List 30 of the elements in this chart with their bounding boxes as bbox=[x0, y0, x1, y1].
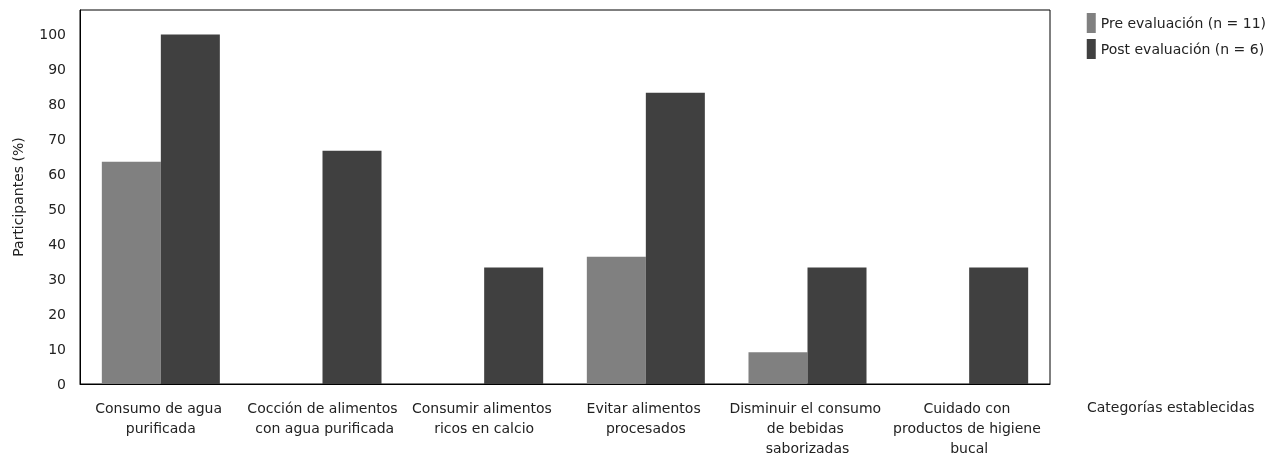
bar bbox=[101, 161, 161, 384]
y-axis-title: Participantes (%) bbox=[10, 137, 26, 257]
y-tick-label: 0 bbox=[57, 376, 66, 392]
legend-label: Pre evaluación (n = 11) bbox=[1100, 15, 1266, 31]
bar bbox=[645, 92, 705, 384]
y-tick-label: 50 bbox=[48, 201, 66, 218]
x-tick-label: Consumir alimentos ricos en calcio bbox=[411, 400, 557, 436]
x-tick-label: Disminuir el consumo de bebidas saborizadas bbox=[729, 400, 886, 456]
y-tick-label: 60 bbox=[48, 166, 66, 183]
bar bbox=[484, 267, 544, 384]
y-tick-label: 90 bbox=[48, 61, 66, 78]
bar bbox=[322, 150, 382, 384]
bar bbox=[160, 34, 220, 384]
y-tick-label: 80 bbox=[48, 96, 66, 113]
bar bbox=[748, 352, 808, 384]
y-tick-label: 30 bbox=[48, 271, 66, 288]
bar bbox=[807, 267, 867, 384]
y-tick-label: 20 bbox=[48, 306, 66, 323]
legend-label: Post evaluación (n = 6) bbox=[1100, 41, 1265, 57]
y-tick-label: 40 bbox=[48, 236, 66, 253]
bar bbox=[969, 267, 1029, 384]
bar bbox=[586, 256, 646, 384]
y-tick-label: 10 bbox=[48, 341, 66, 358]
x-tick-label: Cuidado con productos de higiene bucal bbox=[893, 400, 1046, 456]
x-tick-label: Consumo de agua purificada bbox=[95, 400, 227, 436]
y-tick-label: 100 bbox=[39, 26, 66, 43]
x-tick-label: Cocción de alimentos con agua purificada bbox=[247, 400, 398, 436]
y-tick-label: 70 bbox=[48, 131, 66, 148]
x-tick-label: Evitar alimentos procesados bbox=[586, 400, 706, 436]
x-axis-title: Categorías establecidas bbox=[1087, 399, 1255, 415]
